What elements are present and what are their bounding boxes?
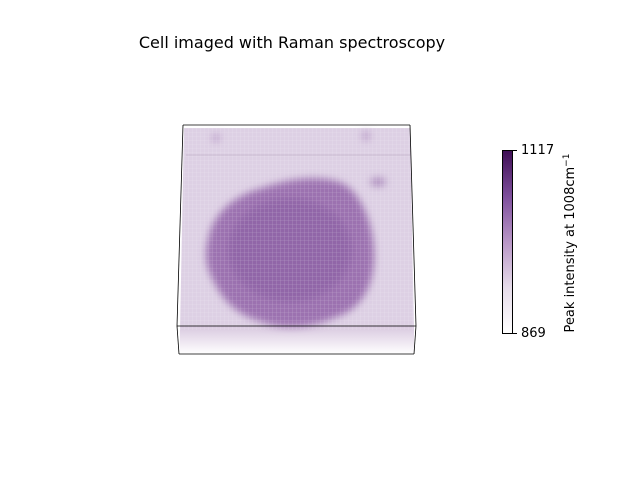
surface-mesh [180, 128, 414, 330]
box-front-right-edge [413, 325, 417, 355]
colorbar-tick-label-min: 869 [521, 326, 546, 341]
colorbar-tick-max [513, 150, 517, 151]
colorbar [502, 150, 513, 334]
box-left-edge [176, 124, 184, 327]
colorbar-tick-label-max: 1117 [521, 143, 555, 158]
box-edges [176, 124, 417, 355]
colorbar-label-superscript: −1 [561, 153, 572, 167]
colorbar-label-text: Peak intensity at 1008cm−1 [562, 154, 578, 333]
box-right-edge [409, 124, 417, 327]
surface-front-face [180, 326, 414, 354]
colorbar-tick-min [513, 333, 517, 334]
chart-title: Cell imaged with Raman spectroscopy [138, 33, 446, 52]
colorbar-label-main: Peak intensity at 1008cm [563, 166, 579, 333]
box-front-left-edge [176, 325, 180, 355]
